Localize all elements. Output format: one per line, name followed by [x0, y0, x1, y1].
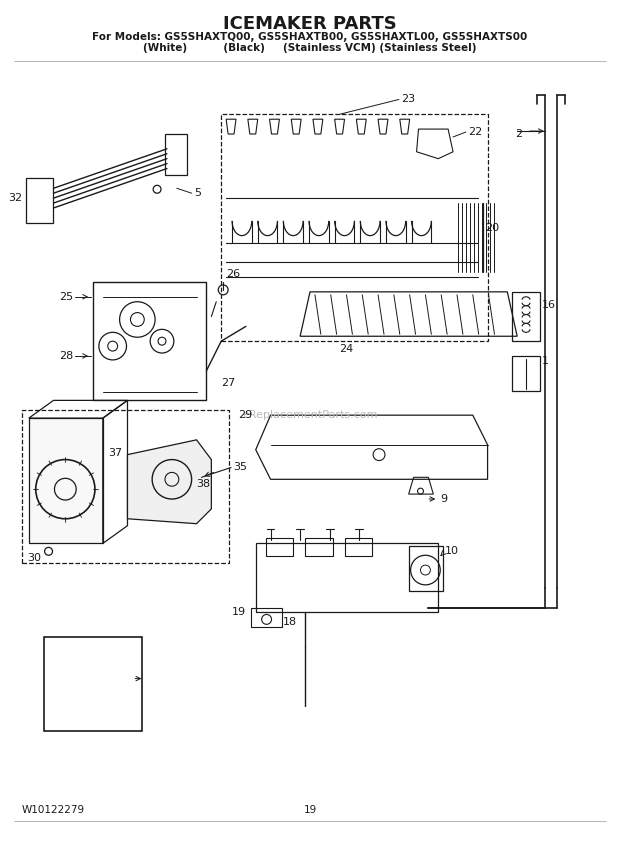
Text: W10122279: W10122279	[22, 805, 85, 815]
Bar	[512, 292, 540, 342]
Text: 1: 1	[542, 356, 549, 366]
Text: 37: 37	[108, 448, 122, 458]
Text: (White)          (Black)     (Stainless VCM) (Stainless Steel): (White) (Black) (Stainless VCM) (Stainle…	[143, 43, 477, 53]
Text: 24: 24	[340, 344, 354, 354]
Text: For Models: GS5SHAXTQ00, GS5SHAXTB00, GS5SHAXTL00, GS5SHAXTS00: For Models: GS5SHAXTQ00, GS5SHAXTB00, GS…	[92, 33, 528, 42]
Bar	[255, 544, 438, 613]
Text: 32: 32	[8, 193, 22, 203]
Polygon shape	[128, 440, 211, 524]
Text: 9: 9	[440, 494, 448, 504]
Text: 23: 23	[401, 94, 415, 104]
Text: ICEMAKER PARTS: ICEMAKER PARTS	[223, 15, 397, 33]
Bar	[22, 410, 229, 563]
Bar	[43, 637, 142, 731]
Bar	[409, 546, 443, 591]
Bar	[26, 178, 53, 223]
Bar	[93, 282, 206, 401]
Text: 5: 5	[195, 188, 202, 199]
Bar	[305, 538, 333, 556]
Text: 28: 28	[59, 351, 73, 361]
Bar	[251, 608, 282, 627]
Text: 27: 27	[221, 377, 236, 388]
Bar	[221, 114, 487, 342]
Text: 2: 2	[515, 129, 522, 139]
Bar	[265, 538, 293, 556]
Bar	[345, 538, 372, 556]
Text: 22: 22	[468, 127, 482, 137]
Bar	[512, 356, 540, 390]
Text: 26: 26	[226, 269, 241, 279]
Text: 29: 29	[239, 410, 253, 420]
Text: 10: 10	[445, 546, 459, 556]
Bar	[165, 134, 187, 175]
Text: 35: 35	[233, 462, 247, 473]
Text: 18: 18	[282, 617, 296, 627]
Text: 19: 19	[232, 608, 246, 617]
Text: 38: 38	[197, 479, 211, 490]
Polygon shape	[29, 418, 103, 544]
Text: 19: 19	[303, 805, 317, 815]
Text: 16: 16	[542, 300, 556, 310]
Text: 25: 25	[59, 292, 73, 302]
Text: 30: 30	[28, 553, 42, 563]
Text: 20: 20	[485, 223, 500, 233]
Text: eReplacementParts.com: eReplacementParts.com	[242, 410, 378, 420]
